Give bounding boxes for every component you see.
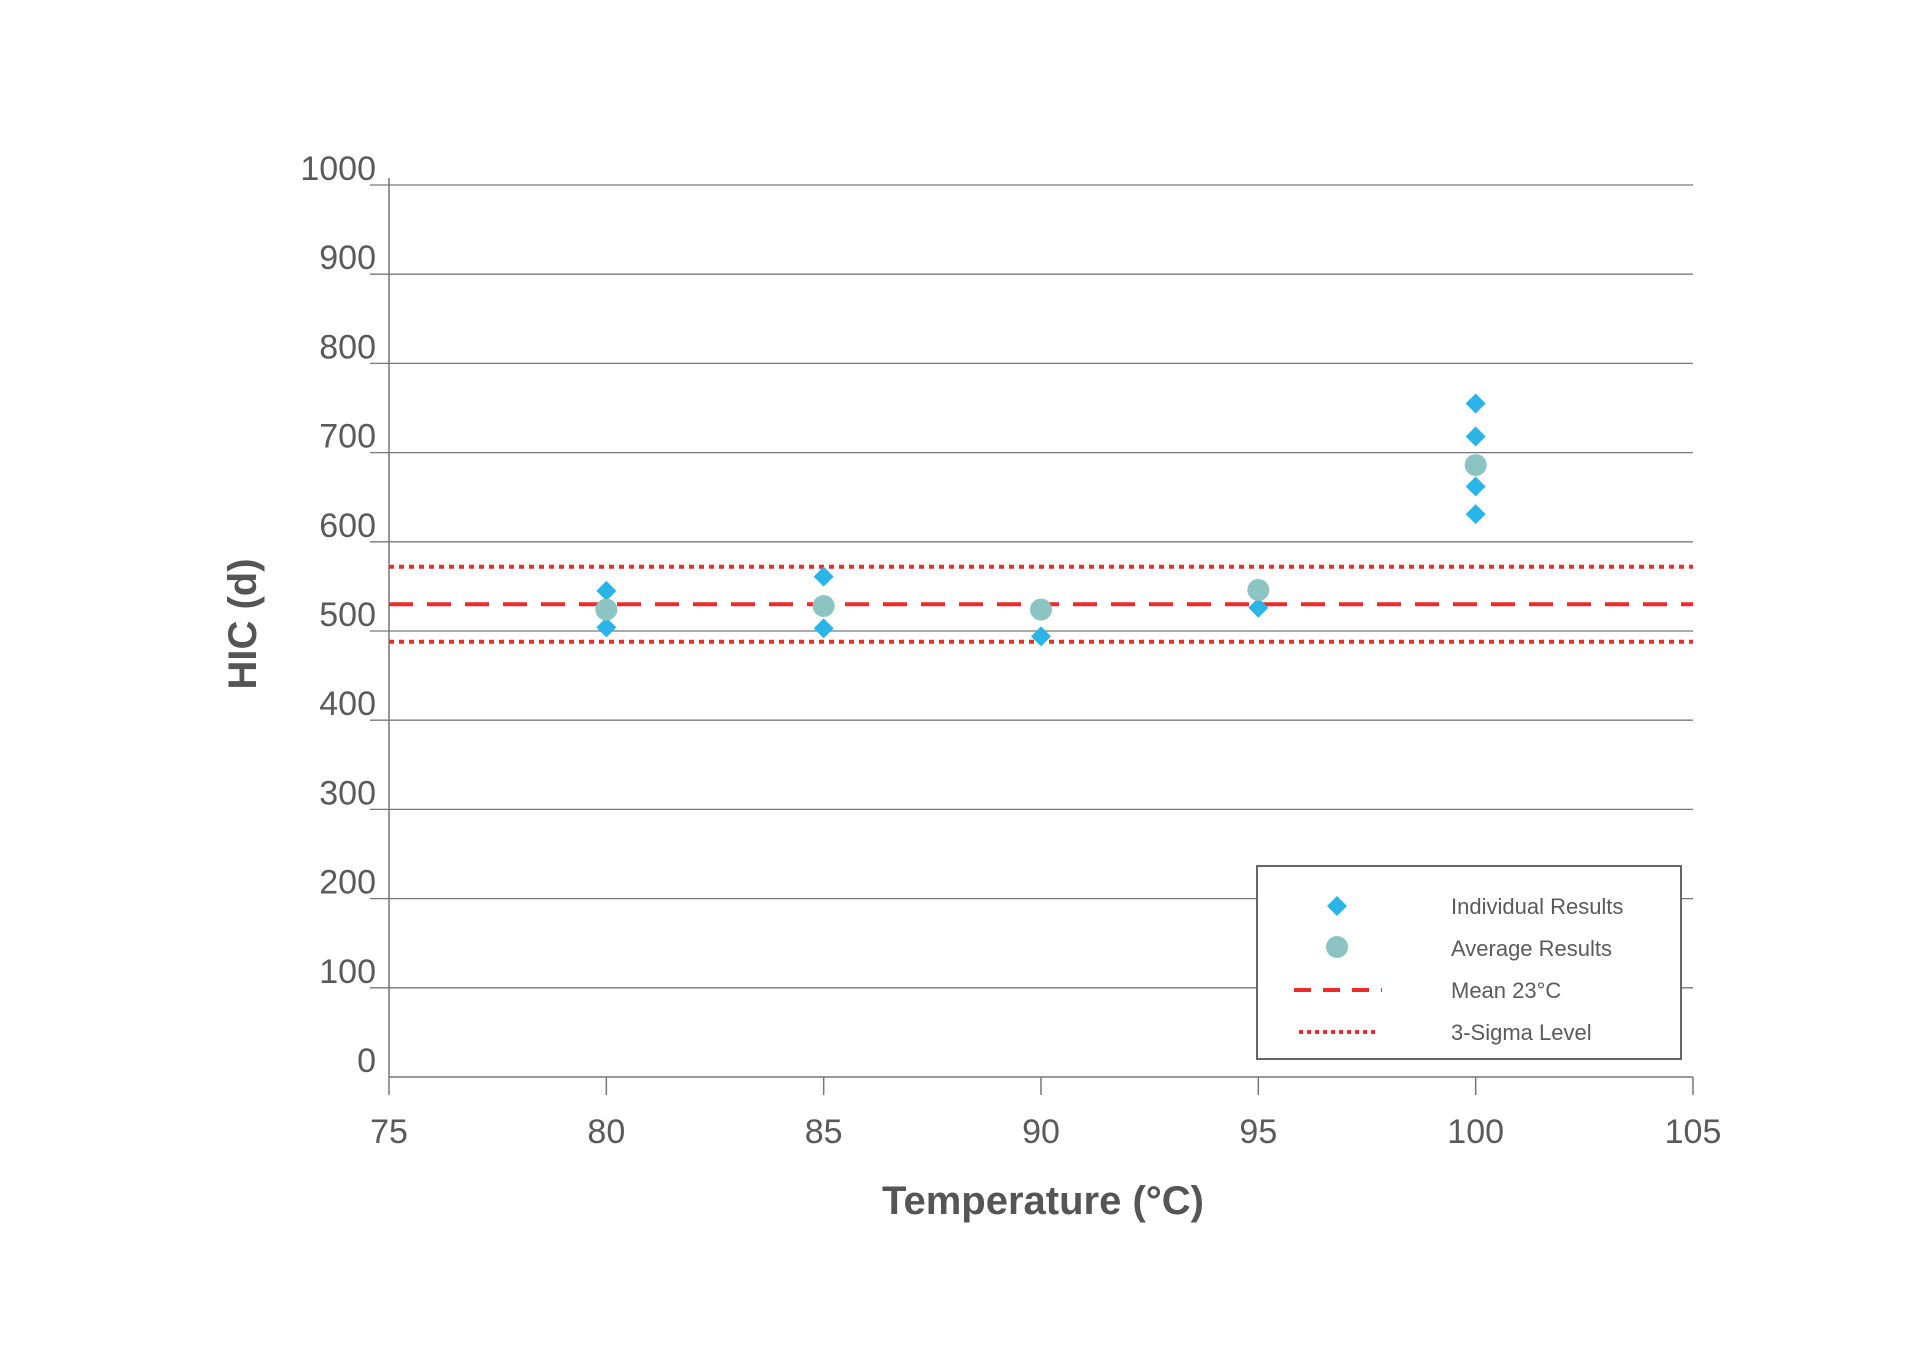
y-tick-label: 100	[319, 953, 376, 991]
y-tick-label: 200	[319, 864, 376, 902]
individual-result-point	[813, 618, 834, 639]
legend-label: 3-Sigma Level	[1451, 1020, 1592, 1045]
x-tick-label: 100	[1447, 1113, 1504, 1151]
legend-label: Individual Results	[1451, 894, 1623, 919]
x-tick-label: 90	[1022, 1113, 1060, 1151]
y-tick-label: 600	[319, 507, 376, 545]
average-result-point	[1030, 598, 1052, 621]
data-points	[595, 393, 1487, 647]
individual-result-point	[1465, 476, 1486, 497]
y-tick-label: 1000	[300, 150, 376, 188]
average-result-point	[595, 598, 618, 621]
x-tick-label: 85	[805, 1113, 843, 1151]
y-tick-label: 300	[319, 774, 376, 812]
y-tick-label: 800	[319, 328, 376, 366]
x-tick-label: 75	[370, 1113, 408, 1151]
y-tick-label: 0	[357, 1042, 376, 1080]
individual-result-point	[1465, 504, 1486, 525]
x-axis-title: Temperature (°C)	[882, 1179, 1204, 1223]
axes	[388, 178, 1694, 1095]
legend-circle-icon	[1326, 936, 1348, 958]
average-result-point	[1247, 578, 1270, 601]
individual-result-point	[596, 580, 617, 601]
gridlines	[370, 184, 1693, 989]
legend-label: Mean 23°C	[1451, 978, 1561, 1003]
individual-result-point	[596, 617, 617, 638]
individual-result-point	[1465, 426, 1486, 447]
legend: Individual Results Average Results Mean 23…	[1256, 865, 1682, 1060]
individual-result-point	[1248, 597, 1269, 618]
legend-diamond-icon	[1327, 896, 1347, 916]
individual-result-point	[813, 566, 834, 587]
y-tick-label: 500	[319, 596, 376, 634]
legend-label: Average Results	[1451, 936, 1612, 961]
legend-box	[1256, 865, 1682, 1060]
y-tick-label: 700	[319, 418, 376, 456]
average-result-point	[812, 595, 835, 618]
x-tick-label: 105	[1665, 1113, 1722, 1151]
y-tick-label: 900	[319, 239, 376, 277]
x-tick-label: 80	[587, 1113, 625, 1151]
individual-result-point	[1465, 393, 1486, 414]
individual-result-point	[1031, 626, 1051, 647]
x-tick-label: 95	[1239, 1113, 1277, 1151]
tick-labels: 0 100 200 300 400 500 600 700 800 900 1000 75 80 85 90…	[300, 150, 1721, 1151]
average-result-point	[1464, 454, 1487, 477]
y-axis-title: HIC (d)	[221, 558, 265, 689]
y-tick-label: 400	[319, 685, 376, 723]
